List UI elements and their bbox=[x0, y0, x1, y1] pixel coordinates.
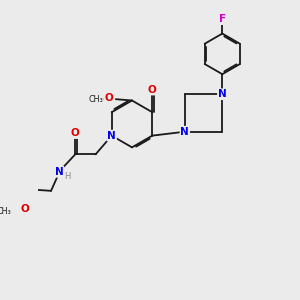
Text: N: N bbox=[218, 89, 227, 99]
Text: O: O bbox=[71, 128, 80, 138]
Text: CH₃: CH₃ bbox=[88, 95, 103, 104]
Text: O: O bbox=[148, 85, 157, 94]
Text: CH₃: CH₃ bbox=[0, 207, 11, 216]
Text: N: N bbox=[180, 127, 189, 137]
Text: N: N bbox=[55, 167, 64, 177]
Text: H: H bbox=[64, 172, 70, 181]
Text: F: F bbox=[219, 14, 226, 24]
Text: N: N bbox=[107, 130, 116, 141]
Text: O: O bbox=[104, 93, 113, 103]
Text: O: O bbox=[20, 203, 29, 214]
